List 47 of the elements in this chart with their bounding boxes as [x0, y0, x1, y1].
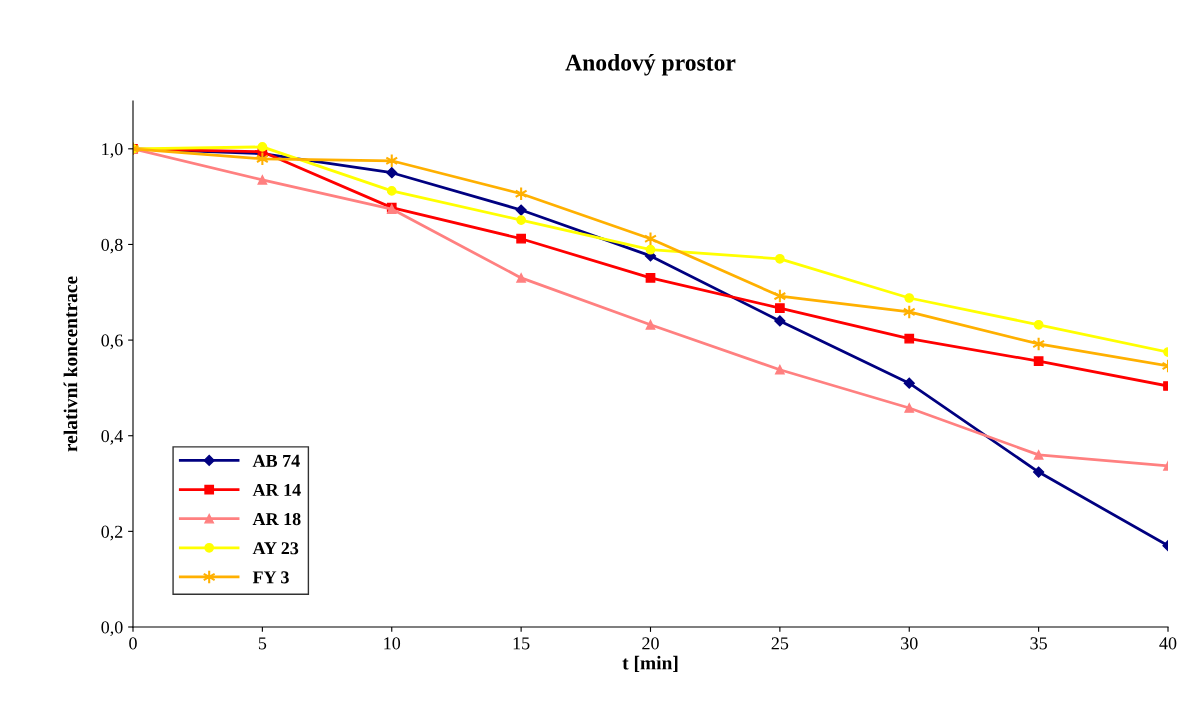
x-tick-label: 40	[1159, 637, 1177, 650]
x-tick-label: 20	[642, 637, 659, 650]
point	[644, 231, 657, 247]
legend-label: AR 18	[252, 512, 301, 526]
y-axis-title: relativní koncentrace	[63, 276, 78, 452]
point	[516, 215, 526, 225]
point	[645, 319, 656, 330]
x-tick-label: 5	[258, 637, 267, 650]
point	[645, 273, 656, 283]
point	[903, 377, 915, 389]
point	[775, 364, 785, 375]
point	[386, 167, 398, 179]
legend-label: FY 3	[252, 571, 289, 584]
x-tick-label: 0	[129, 637, 137, 650]
point	[1033, 466, 1045, 478]
x-tick-label: 35	[1030, 637, 1047, 650]
point	[775, 303, 785, 313]
point	[774, 315, 786, 327]
point	[775, 253, 785, 264]
legend-label: AB 74	[252, 454, 300, 467]
y-tick-label: 0,6	[101, 334, 123, 350]
point	[516, 273, 526, 283]
point	[257, 175, 268, 185]
y-tick-label: 0,4	[101, 429, 123, 445]
x-tick-label: 15	[513, 637, 530, 650]
point	[1033, 449, 1044, 460]
y-tick-label: 1,0	[102, 143, 123, 158]
point	[1033, 356, 1044, 366]
point	[1033, 319, 1044, 330]
point	[386, 186, 397, 196]
x-axis-title: t [min]	[622, 655, 678, 672]
point	[904, 333, 915, 344]
x-tick-label: 30	[901, 637, 918, 650]
y-tick-label: 0,8	[101, 238, 123, 254]
legend-label: AR 14	[252, 483, 301, 496]
x-tick-label: 25	[771, 637, 789, 650]
point	[904, 403, 915, 413]
point	[257, 142, 268, 152]
y-tick-label: 0,2	[101, 525, 123, 541]
point	[515, 204, 527, 216]
x-tick-label: 10	[384, 637, 401, 650]
chart-title: Anodový prostor	[565, 54, 736, 76]
legend-label: AY 23	[252, 542, 299, 555]
y-tick-label: 0,0	[101, 621, 123, 637]
point	[904, 293, 915, 303]
point	[645, 244, 656, 255]
point	[516, 233, 526, 244]
